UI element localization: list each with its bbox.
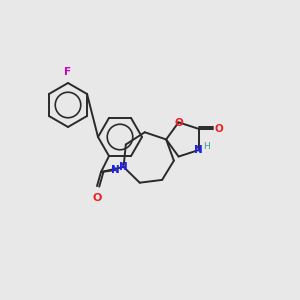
Text: O: O (92, 193, 102, 203)
Text: H: H (203, 142, 210, 151)
Text: N: N (194, 145, 203, 155)
Text: N: N (119, 162, 128, 172)
Text: F: F (64, 67, 72, 77)
Text: O: O (174, 118, 183, 128)
Text: N: N (111, 165, 119, 175)
Text: O: O (214, 124, 223, 134)
